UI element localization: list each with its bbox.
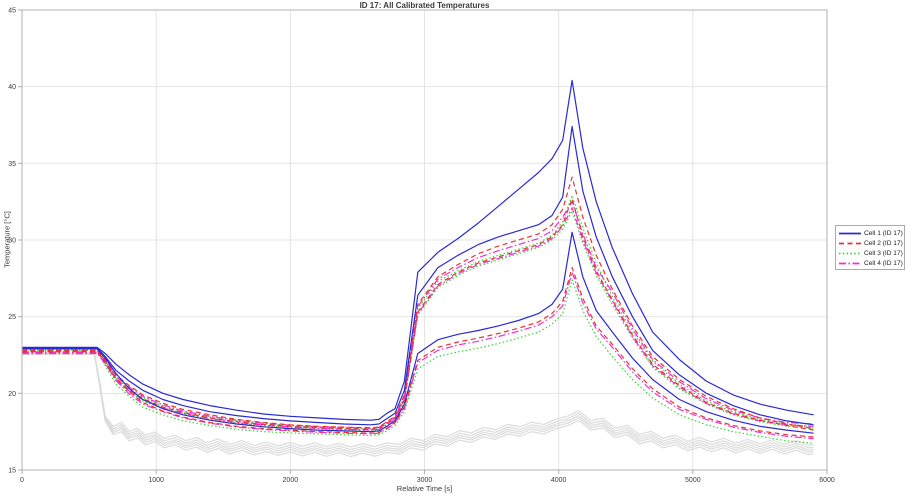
x-tick-label: 3000 [417, 477, 433, 484]
legend-label-cell2: Cell 2 (ID 17) [864, 239, 903, 247]
x-tick-label: 4000 [551, 477, 567, 484]
legend: Cell 1 (ID 17) Cell 2 (ID 17) Cell 3 (ID 1… [835, 225, 905, 270]
series-cell1-sensor1 [22, 79, 814, 421]
legend-line-sample-cell2 [839, 242, 861, 244]
y-tick-label: 20 [8, 391, 16, 398]
series-cell1-sensor2 [22, 125, 814, 426]
series-cell4-sensor3 [22, 271, 814, 440]
legend-label-cell4: Cell 4 (ID 17) [864, 259, 903, 267]
x-tick-label: 0 [20, 477, 24, 484]
series-gray-1 [22, 353, 814, 458]
x-tick-label: 2000 [283, 477, 299, 484]
legend-item-cell2: Cell 2 (ID 17) [838, 238, 903, 248]
x-tick-label: 5000 [685, 477, 701, 484]
series-cell4-sensor1 [22, 201, 814, 429]
legend-line-sample-cell1 [839, 232, 861, 234]
series-cell3-sensor1 [22, 194, 814, 430]
series-cell2-sensor3 [22, 267, 814, 438]
x-axis-label: Relative Time [s] [396, 484, 453, 493]
y-tick-label: 15 [8, 468, 16, 475]
legend-item-cell1: Cell 1 (ID 17) [838, 228, 903, 238]
series-cell2-sensor2 [22, 198, 814, 431]
chart-title: ID 17: All Calibrated Temperatures [359, 1, 490, 10]
legend-item-cell3: Cell 3 (ID 17) [838, 248, 903, 258]
series-cell3-sensor2 [22, 210, 814, 431]
series-cell4-sensor2 [22, 207, 814, 431]
series-cell2-sensor1 [22, 176, 814, 430]
y-axis-label: Temperature [°C] [2, 211, 12, 268]
legend-item-cell4: Cell 4 (ID 17) [838, 258, 903, 268]
legend-line-sample-cell3 [839, 252, 861, 254]
legend-line-sample-cell4 [839, 262, 861, 264]
y-tick-label: 40 [8, 84, 16, 91]
y-tick-label: 25 [8, 314, 16, 321]
series-cell1-sensor3 [22, 231, 814, 434]
x-tick-label: 1000 [148, 477, 164, 484]
series-gray-5 [22, 353, 814, 448]
y-tick-label: 35 [8, 161, 16, 168]
legend-label-cell3: Cell 3 (ID 17) [864, 249, 903, 257]
legend-label-cell1: Cell 1 (ID 17) [864, 229, 903, 237]
series-gray-3 [22, 353, 814, 453]
x-tick-label: 6000 [819, 477, 835, 484]
series-gray-4 [22, 353, 814, 451]
series-gray-2 [22, 353, 814, 455]
y-tick-label: 30 [8, 238, 16, 245]
y-tick-label: 45 [8, 8, 16, 15]
